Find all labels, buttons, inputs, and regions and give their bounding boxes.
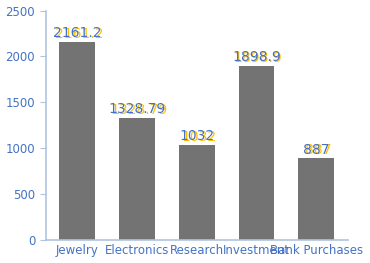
Bar: [239, 66, 275, 240]
Text: 1032: 1032: [181, 130, 216, 144]
Text: 887: 887: [303, 143, 330, 157]
Text: 1898.9: 1898.9: [232, 50, 281, 64]
Text: 1328.79: 1328.79: [108, 102, 166, 116]
Text: 1328.79: 1328.79: [110, 103, 168, 117]
Bar: [59, 42, 95, 240]
Bar: [179, 145, 215, 240]
Text: 2161.2: 2161.2: [55, 27, 103, 41]
Bar: [119, 118, 155, 240]
Text: 887: 887: [305, 143, 331, 158]
Text: 2161.2: 2161.2: [53, 26, 101, 40]
Text: 1032: 1032: [179, 129, 214, 143]
Bar: [298, 158, 334, 240]
Text: 1898.9: 1898.9: [234, 51, 283, 65]
